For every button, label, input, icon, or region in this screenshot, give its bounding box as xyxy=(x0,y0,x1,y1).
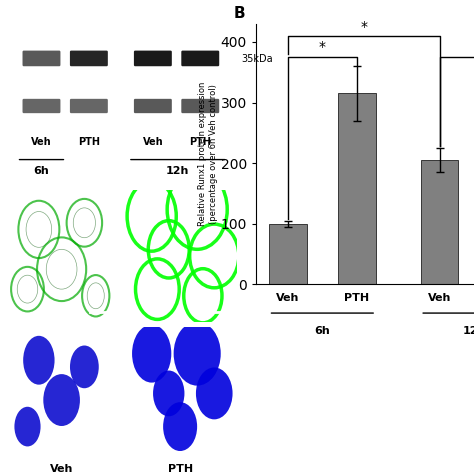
Text: B: B xyxy=(233,6,245,21)
Ellipse shape xyxy=(43,374,80,426)
Text: PTH: PTH xyxy=(167,464,193,474)
Text: 6h: 6h xyxy=(34,166,49,176)
FancyBboxPatch shape xyxy=(70,99,108,113)
Bar xyxy=(338,93,376,284)
Y-axis label: Relative Runx1 protein expression
(percentage over 6h Veh control): Relative Runx1 protein expression (perce… xyxy=(199,82,218,226)
Text: Veh: Veh xyxy=(50,464,73,474)
Ellipse shape xyxy=(23,336,55,385)
FancyBboxPatch shape xyxy=(182,51,219,66)
Ellipse shape xyxy=(173,321,221,386)
Text: *: * xyxy=(360,20,367,34)
Text: 6h: 6h xyxy=(314,326,330,336)
Ellipse shape xyxy=(153,371,184,416)
FancyBboxPatch shape xyxy=(134,99,172,113)
Text: 12h: 12h xyxy=(166,166,190,176)
Bar xyxy=(420,160,458,284)
Text: *: * xyxy=(319,40,326,54)
Ellipse shape xyxy=(70,346,99,388)
Text: PTH: PTH xyxy=(189,137,211,147)
FancyBboxPatch shape xyxy=(182,99,219,113)
Text: PTH: PTH xyxy=(78,137,100,147)
Ellipse shape xyxy=(14,407,41,447)
Ellipse shape xyxy=(163,402,197,451)
Bar xyxy=(269,224,307,284)
FancyBboxPatch shape xyxy=(134,51,172,66)
Text: Veh: Veh xyxy=(143,137,163,147)
FancyBboxPatch shape xyxy=(23,99,61,113)
Text: 35kDa: 35kDa xyxy=(242,54,273,64)
FancyBboxPatch shape xyxy=(23,51,61,66)
FancyBboxPatch shape xyxy=(70,51,108,66)
Text: 12h: 12h xyxy=(462,326,474,336)
Ellipse shape xyxy=(196,367,233,419)
Ellipse shape xyxy=(132,325,171,383)
Text: Veh: Veh xyxy=(31,137,52,147)
